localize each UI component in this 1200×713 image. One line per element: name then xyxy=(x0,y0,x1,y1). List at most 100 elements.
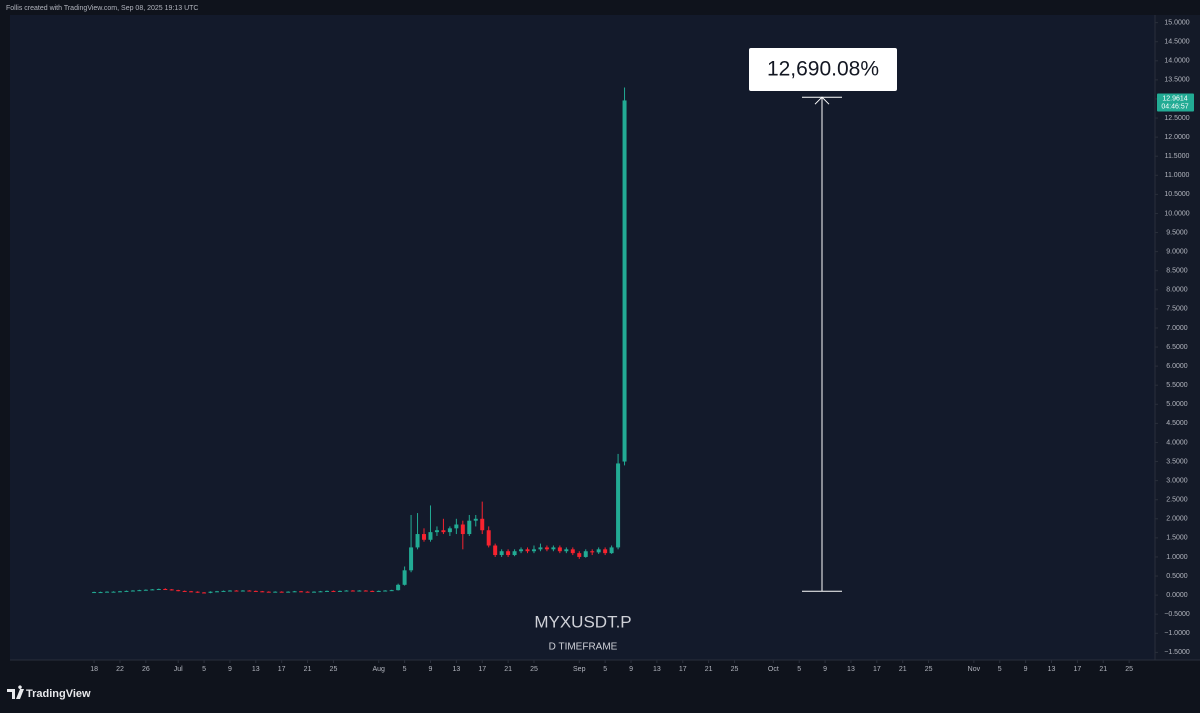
y-tick-label: 10.5000 xyxy=(1164,191,1189,198)
candle-body xyxy=(564,549,569,552)
candle-body xyxy=(363,590,368,592)
x-tick-label: 17 xyxy=(873,666,881,673)
x-tick-label: 5 xyxy=(403,666,407,673)
candle-body xyxy=(583,551,588,557)
x-tick-label: 9 xyxy=(629,666,633,673)
x-tick-label: 5 xyxy=(797,666,801,673)
candle-body xyxy=(473,518,478,521)
y-tick-label: 6.0000 xyxy=(1166,363,1188,370)
candle-body xyxy=(622,100,627,462)
candle-body xyxy=(150,589,155,591)
y-tick-label: 5.0000 xyxy=(1166,401,1188,408)
x-tick-label: 21 xyxy=(705,666,713,673)
candle-body xyxy=(590,551,595,553)
measure-label: 12,690.08% xyxy=(767,58,879,81)
x-tick-label: 21 xyxy=(899,666,907,673)
candle-body xyxy=(247,590,252,592)
y-tick-label: 11.5000 xyxy=(1165,153,1190,160)
watermark: MYXUSDT.P xyxy=(534,612,631,631)
candle-body xyxy=(273,591,278,593)
candle-body xyxy=(92,592,97,594)
candle-body xyxy=(253,590,258,592)
x-tick-label: 9 xyxy=(1024,666,1028,673)
candle-body xyxy=(531,549,536,552)
x-tick-label: 13 xyxy=(1048,666,1056,673)
x-tick-label: 13 xyxy=(653,666,661,673)
candle-body xyxy=(544,547,549,550)
candle-body xyxy=(454,524,459,529)
candle-body xyxy=(266,591,271,593)
y-tick-label: 14.5000 xyxy=(1164,39,1189,46)
candle-body xyxy=(603,549,608,554)
candle-body xyxy=(519,549,524,552)
candle-body xyxy=(337,590,342,592)
y-tick-label: 14.0000 xyxy=(1164,58,1189,65)
x-tick-label: 13 xyxy=(452,666,460,673)
candle-body xyxy=(609,547,614,554)
watermark-sub: D TIMEFRAME xyxy=(549,642,618,653)
y-tick-label: 7.5000 xyxy=(1166,306,1188,313)
y-tick-label: 7.0000 xyxy=(1166,325,1188,332)
y-tick-label: 12.0000 xyxy=(1164,134,1189,141)
candle-body xyxy=(486,530,491,546)
candle-body xyxy=(389,590,394,592)
y-tick-label: 4.5000 xyxy=(1166,420,1188,427)
x-tick-label: 25 xyxy=(530,666,538,673)
x-tick-label: 22 xyxy=(116,666,124,673)
candle-body xyxy=(357,590,362,592)
candle-body xyxy=(422,534,427,540)
candle-body xyxy=(376,590,381,592)
candle-body xyxy=(525,549,530,552)
candle-body xyxy=(344,590,349,592)
candle-body xyxy=(169,589,174,591)
x-tick-label: 17 xyxy=(1073,666,1081,673)
header-note: Follis created with TradingView.com, Sep… xyxy=(6,5,198,12)
y-tick-label: 3.5000 xyxy=(1166,458,1188,465)
candle-body xyxy=(312,591,317,593)
candle-body xyxy=(499,551,504,556)
candle-body xyxy=(512,551,517,556)
candle-body xyxy=(156,589,161,591)
y-tick-label: 1.0000 xyxy=(1166,554,1188,561)
candle-body xyxy=(428,532,433,540)
y-tick-label: 2.5000 xyxy=(1166,497,1188,504)
y-tick-label: 9.5000 xyxy=(1166,229,1188,236)
candle-body xyxy=(305,591,310,593)
last-price-label: 12.9614 xyxy=(1162,95,1187,102)
candle-body xyxy=(577,553,582,557)
x-tick-label: 9 xyxy=(429,666,433,673)
candle-body xyxy=(234,590,239,592)
candle-body xyxy=(467,520,472,535)
candle-body xyxy=(480,518,485,531)
price-axis-background xyxy=(1155,15,1200,660)
candle-body xyxy=(163,589,168,591)
measure-arrow xyxy=(814,96,830,105)
candle-body xyxy=(215,591,220,593)
x-tick-label: Aug xyxy=(372,666,385,673)
plot-background xyxy=(10,15,1155,660)
candle-body xyxy=(324,590,329,592)
x-tick-label: 25 xyxy=(1125,666,1133,673)
candle-body xyxy=(260,591,265,593)
candle-body xyxy=(182,590,187,592)
candle-body xyxy=(506,551,511,556)
candle-body xyxy=(616,463,621,548)
y-tick-label: 0.0000 xyxy=(1166,592,1188,599)
y-tick-label: 12.5000 xyxy=(1164,115,1189,122)
measure-label-box xyxy=(749,48,897,91)
candle-body xyxy=(538,547,543,550)
y-tick-label: 5.5000 xyxy=(1166,382,1188,389)
y-tick-label: 10.0000 xyxy=(1164,210,1189,217)
x-tick-label: 21 xyxy=(304,666,312,673)
x-tick-label: 5 xyxy=(998,666,1002,673)
candle-body xyxy=(570,549,575,554)
x-tick-label: 26 xyxy=(142,666,150,673)
candle-body xyxy=(370,590,375,592)
candle-body xyxy=(551,547,556,550)
brand: TradingView xyxy=(26,688,91,700)
candle-body xyxy=(409,547,414,571)
candle-body xyxy=(240,590,245,592)
x-tick-label: 17 xyxy=(679,666,687,673)
candle-body xyxy=(130,590,135,592)
